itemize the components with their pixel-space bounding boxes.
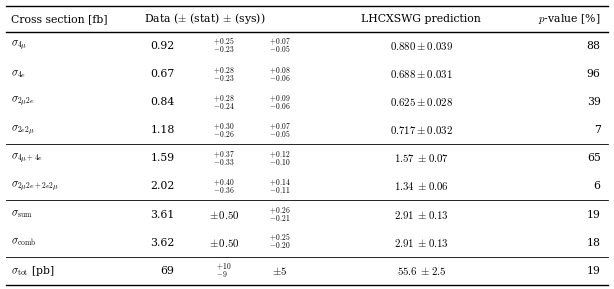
Text: 19: 19 — [587, 210, 600, 220]
Text: 3.61: 3.61 — [150, 210, 174, 220]
Text: 6: 6 — [594, 181, 600, 191]
Text: 3.62: 3.62 — [150, 238, 174, 248]
Text: 2.02: 2.02 — [150, 181, 174, 191]
Text: $\sigma_{4e}$: $\sigma_{4e}$ — [11, 68, 26, 80]
Text: $^{+0.25}_{-0.20}$: $^{+0.25}_{-0.20}$ — [269, 233, 290, 252]
Text: $^{+0.30}_{-0.26}$: $^{+0.30}_{-0.26}$ — [213, 121, 235, 140]
Text: Cross section [fb]: Cross section [fb] — [11, 14, 107, 24]
Text: 7: 7 — [594, 125, 600, 135]
Text: $^{+0.26}_{-0.21}$: $^{+0.26}_{-0.21}$ — [269, 205, 290, 224]
Text: $^{+0.37}_{-0.33}$: $^{+0.37}_{-0.33}$ — [213, 149, 235, 168]
Text: 0.67: 0.67 — [150, 69, 174, 79]
Text: $^{+0.09}_{-0.06}$: $^{+0.09}_{-0.06}$ — [269, 93, 290, 112]
Text: $^{+0.40}_{-0.36}$: $^{+0.40}_{-0.36}$ — [213, 177, 235, 196]
Text: 1.59: 1.59 — [150, 153, 174, 163]
Text: $2.91\;\pm 0.13$: $2.91\;\pm 0.13$ — [394, 237, 449, 249]
Text: Data ($\pm$ (stat) $\pm$ (sys)): Data ($\pm$ (stat) $\pm$ (sys)) — [144, 12, 265, 26]
Text: 39: 39 — [587, 97, 600, 107]
Text: $\sigma_{2e2\mu}$: $\sigma_{2e2\mu}$ — [11, 123, 34, 138]
Text: $^{+0.28}_{-0.23}$: $^{+0.28}_{-0.23}$ — [213, 65, 235, 84]
Text: $\sigma_{4\mu+4e}$: $\sigma_{4\mu+4e}$ — [11, 151, 43, 166]
Text: $\pm 5$: $\pm 5$ — [272, 265, 287, 277]
Text: $\sigma_{\mathrm{tot}}$ [pb]: $\sigma_{\mathrm{tot}}$ [pb] — [11, 264, 55, 278]
Text: $1.34\;\pm 0.06$: $1.34\;\pm 0.06$ — [394, 180, 449, 192]
Text: $^{+10}_{-9}$: $^{+10}_{-9}$ — [216, 261, 231, 280]
Text: $1.57\;\pm 0.07$: $1.57\;\pm 0.07$ — [394, 152, 449, 164]
Text: LHCXSWG prediction: LHCXSWG prediction — [362, 14, 481, 24]
Text: $\sigma_{2\mu 2e}$: $\sigma_{2\mu 2e}$ — [11, 95, 34, 110]
Text: 69: 69 — [161, 266, 174, 276]
Text: $^{+0.25}_{-0.23}$: $^{+0.25}_{-0.23}$ — [213, 37, 235, 56]
Text: 0.92: 0.92 — [150, 41, 174, 51]
Text: 1.18: 1.18 — [150, 125, 174, 135]
Text: 88: 88 — [586, 41, 600, 51]
Text: $55.6\;\pm 2.5$: $55.6\;\pm 2.5$ — [397, 265, 446, 277]
Text: $^{+0.28}_{-0.24}$: $^{+0.28}_{-0.24}$ — [213, 93, 235, 112]
Text: $\pm\,0.50$: $\pm\,0.50$ — [209, 208, 239, 221]
Text: $p$-value [%]: $p$-value [%] — [538, 12, 600, 26]
Text: $^{+0.14}_{-0.11}$: $^{+0.14}_{-0.11}$ — [269, 177, 291, 196]
Text: $\sigma_{2\mu 2e+2e2\mu}$: $\sigma_{2\mu 2e+2e2\mu}$ — [11, 179, 59, 194]
Text: $^{+0.12}_{-0.10}$: $^{+0.12}_{-0.10}$ — [269, 149, 290, 168]
Text: $0.717 \pm 0.032$: $0.717 \pm 0.032$ — [390, 124, 453, 136]
Text: $0.880 \pm 0.039$: $0.880 \pm 0.039$ — [390, 40, 453, 52]
Text: $\sigma_{\mathrm{comb}}$: $\sigma_{\mathrm{comb}}$ — [11, 237, 36, 249]
Text: 18: 18 — [586, 238, 600, 248]
Text: $\sigma_{\mathrm{sum}}$: $\sigma_{\mathrm{sum}}$ — [11, 209, 33, 221]
Text: $^{+0.07}_{-0.05}$: $^{+0.07}_{-0.05}$ — [269, 121, 291, 140]
Text: $^{+0.07}_{-0.05}$: $^{+0.07}_{-0.05}$ — [269, 37, 291, 55]
Text: $0.625 \pm 0.028$: $0.625 \pm 0.028$ — [390, 96, 453, 108]
Text: $^{+0.08}_{-0.06}$: $^{+0.08}_{-0.06}$ — [269, 65, 290, 84]
Text: 19: 19 — [587, 266, 600, 276]
Text: 0.84: 0.84 — [150, 97, 174, 107]
Text: $\sigma_{4\mu}$: $\sigma_{4\mu}$ — [11, 39, 27, 53]
Text: 65: 65 — [587, 153, 600, 163]
Text: 96: 96 — [587, 69, 600, 79]
Text: $2.91\;\pm 0.13$: $2.91\;\pm 0.13$ — [394, 208, 449, 221]
Text: $\pm\,0.50$: $\pm\,0.50$ — [209, 237, 239, 249]
Text: $0.688 \pm 0.031$: $0.688 \pm 0.031$ — [390, 68, 453, 80]
